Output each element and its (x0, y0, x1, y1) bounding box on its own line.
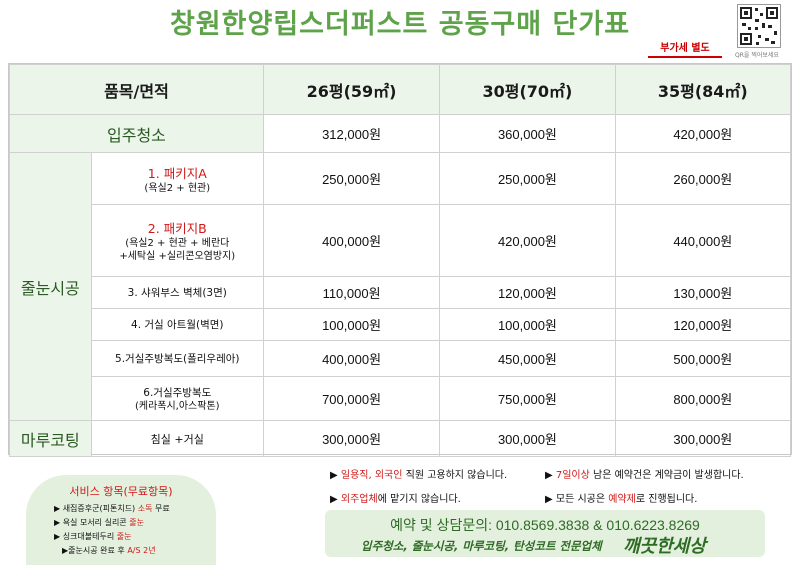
price-cell: 420,000원 (614, 114, 792, 153)
contact-box: 예약 및 상담문의: 010.8569.3838 & 010.6223.8269… (325, 510, 765, 557)
table-row: 6.거실주방복도 (케라폭시,아스팍톤) 700,000원 750,000원 8… (10, 376, 792, 421)
package-b-title: 2. 패키지B (147, 221, 207, 236)
services-list: ▶ 새집증후군(피톤치드) 소독 무료 ▶ 욕실 모서리 실리콘 줄눈 ▶ 싱크… (54, 502, 170, 558)
grout-item-6-title: 6.거실주방복도 (143, 386, 212, 399)
price-cell: 100,000원 (439, 308, 616, 341)
services-title: 서비스 항목(무료항목) (69, 485, 173, 498)
header-35: 35평(84㎡) (614, 64, 792, 115)
price-cell: 250,000원 (439, 152, 616, 205)
qr-code (737, 4, 781, 48)
price-cell: 450,000원 (439, 340, 616, 377)
grout-item-4: 4. 거실 아트월(벽면) (90, 308, 264, 341)
note-item: ▶ 7일이상 남은 예약건은 계약금이 발생합니다. (545, 470, 744, 481)
arrow-icon: ▶ (545, 494, 553, 505)
page-title: 창원한양립스더퍼스트 공동구매 단가표 (169, 9, 631, 40)
package-b: 2. 패키지B (욕실2 + 현관 + 베란다 +세탁실 +실리콘오염방지) (90, 204, 264, 277)
price-cell: 800,000원 (614, 376, 792, 421)
grout-item-6-sub: (케라폭시,아스팍톤) (134, 400, 220, 412)
service-item: ▶ 싱크대볼테두리 줄눈 (54, 532, 132, 541)
specialty-line: 입주청소, 줄눈시공, 마루코팅, 탄성코트 전문업체 (361, 539, 602, 553)
price-cell: 300,000원 (439, 420, 616, 457)
arrow-icon: ▶ (545, 470, 556, 481)
note-item: ▶ 모든 시공은 예약제로 진행됩니다. (545, 494, 698, 505)
grout-item-6: 6.거실주방복도 (케라폭시,아스팍톤) (90, 376, 264, 421)
vat-badge: 부가세 별도 (648, 42, 722, 58)
service-item: ▶줄눈시공 완료 후 A/S 2년 (62, 546, 156, 555)
price-cell: 360,000원 (439, 114, 616, 153)
table-row: 마루코팅 침실 +거실 300,000원 300,000원 300,000원 (9, 420, 792, 457)
arrow-icon: ▶ (330, 494, 341, 505)
header-30: 30평(70㎡) (439, 64, 616, 115)
price-cell: 120,000원 (614, 308, 792, 341)
note-item: ▶ 외주업체에 맡기지 않습니다. (330, 494, 461, 505)
table-row: 5.거실주방복도(폴리우레아) 400,000원 450,000원 500,00… (10, 340, 792, 377)
header-item: 품목/면적 (9, 64, 264, 115)
services-box: 서비스 항목(무료항목) ▶ 새집증후군(피톤치드) 소독 무료 ▶ 욕실 모서… (26, 475, 216, 565)
floor-item: 침실 +거실 (90, 420, 264, 457)
arrow-icon: ▶ (330, 470, 341, 481)
package-a: 1. 패키지A (욕실2 + 현관) (90, 152, 264, 205)
price-cell: 500,000원 (614, 340, 792, 377)
price-cell: 440,000원 (614, 204, 792, 277)
price-table: 품목/면적 26평(59㎡) 30평(70㎡) 35평(84㎡) 입주청소 31… (8, 63, 792, 457)
price-cell: 750,000원 (439, 376, 616, 421)
header-26: 26평(59㎡) (262, 64, 441, 115)
package-a-title: 1. 패키지A (147, 165, 207, 181)
price-cell: 420,000원 (439, 204, 616, 277)
floor-label: 마루코팅 (9, 420, 92, 457)
price-cell: 130,000원 (614, 276, 792, 309)
table-row: 3. 샤워부스 벽체(3면) 110,000원 120,000원 130,000… (10, 276, 792, 309)
price-cell: 400,000원 (262, 204, 441, 277)
price-cell: 260,000원 (614, 152, 792, 205)
table-header-row: 품목/면적 26평(59㎡) 30평(70㎡) 35평(84㎡) (9, 64, 792, 115)
grout-item-5: 5.거실주방복도(폴리우레아) (90, 340, 264, 377)
service-item: ▶ 욕실 모서리 실리콘 줄눈 (54, 518, 144, 527)
table-row: 줄눈시공 1. 패키지A (욕실2 + 현관) 250,000원 250,000… (9, 152, 792, 421)
price-cell: 250,000원 (262, 152, 441, 205)
table-row: 4. 거실 아트월(벽면) 100,000원 100,000원 120,000원 (10, 308, 792, 341)
price-cell: 300,000원 (614, 420, 792, 457)
price-cell: 300,000원 (262, 420, 441, 457)
package-b-sub1: (욕실2 + 현관 + 베란다 (125, 238, 230, 249)
brand-name: 깨끗한세상 (623, 536, 706, 557)
package-b-sub2: +세탁실 +실리콘오염방지) (119, 251, 236, 262)
package-a-sub: (욕실2 + 현관) (144, 182, 211, 194)
note-item: ▶ 일용직, 외국인 직원 고용하지 않습니다. (330, 470, 508, 481)
price-cell: 100,000원 (262, 308, 441, 341)
table-row: 2. 패키지B (욕실2 + 현관 + 베란다 +세탁실 +실리콘오염방지) 4… (10, 204, 792, 277)
contact-phone: 예약 및 상담문의: 010.8569.3838 & 010.6223.8269 (390, 517, 700, 533)
service-item: ▶ 새집증후군(피톤치드) 소독 무료 (54, 504, 170, 513)
qr-caption: QR을 찍어보세요 (735, 52, 779, 59)
table-row: 입주청소 312,000원 360,000원 420,000원 (9, 114, 792, 153)
price-cell: 120,000원 (439, 276, 616, 309)
price-cell: 700,000원 (262, 376, 441, 421)
price-cell: 312,000원 (262, 114, 441, 153)
move-in-label: 입주청소 (9, 114, 264, 153)
price-cell: 110,000원 (262, 276, 441, 309)
grout-item-3: 3. 샤워부스 벽체(3면) (90, 276, 264, 309)
grout-label: 줄눈시공 (9, 152, 92, 421)
price-cell: 400,000원 (262, 340, 441, 377)
